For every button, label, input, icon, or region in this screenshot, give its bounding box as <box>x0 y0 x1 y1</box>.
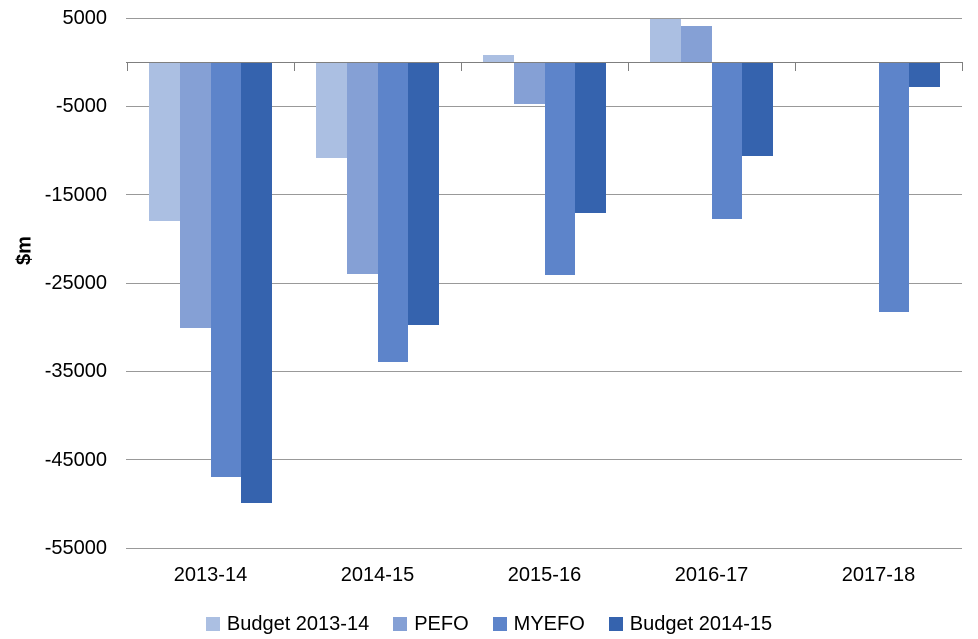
legend-item-pefo: PEFO <box>393 612 469 636</box>
bar-pefo-2013-14 <box>179 62 211 329</box>
category-tick <box>294 62 295 72</box>
legend-item-budget-2014-15: Budget 2014-15 <box>608 612 773 636</box>
gridline <box>126 282 962 284</box>
bar-budget-2013-14-2014-15 <box>316 62 347 159</box>
category-tick <box>628 62 629 72</box>
legend: Budget 2013-14 PEFO MYEFO Budget 2014-15 <box>0 610 978 638</box>
gridline <box>126 459 962 461</box>
bar-budget-2013-14-2013-14 <box>149 62 180 222</box>
legend-label-myefo: MYEFO <box>513 612 585 635</box>
legend-label-budget-2013-14: Budget 2013-14 <box>226 612 370 635</box>
bar-myefo-2014-15 <box>377 62 409 362</box>
x-axis-line <box>126 61 962 63</box>
gridline <box>126 194 962 196</box>
legend-swatch-budget-2013-14 <box>205 617 220 631</box>
y-tick-label: -45000 <box>44 448 107 471</box>
bar-myefo-2017-18 <box>878 62 910 313</box>
category-tick <box>461 62 462 72</box>
y-tick-label: 5000 <box>62 7 108 29</box>
bar-pefo-2014-15 <box>346 62 378 275</box>
legend-item-budget-2013-14: Budget 2013-14 <box>205 612 370 636</box>
bar-pefo-2015-16 <box>513 62 545 104</box>
bar-budget-2014-15-2016-17 <box>742 62 773 156</box>
x-category-label: 2017-18 <box>841 564 916 586</box>
category-tick <box>962 62 963 72</box>
bar-myefo-2013-14 <box>210 62 242 478</box>
x-category-label: 2015-16 <box>507 564 582 586</box>
bar-budget-2014-15-2015-16 <box>575 62 606 214</box>
legend-item-myefo: MYEFO <box>492 612 585 636</box>
legend-swatch-myefo <box>492 617 507 631</box>
category-tick <box>795 62 796 72</box>
y-tick-label: -5000 <box>55 95 107 118</box>
bar-myefo-2016-17 <box>711 62 743 219</box>
legend-swatch-budget-2014-15 <box>608 617 623 631</box>
bar-pefo-2016-17 <box>680 25 712 63</box>
y-tick-label: -25000 <box>44 272 107 294</box>
x-category-label: 2014-15 <box>340 564 415 586</box>
bar-budget-2013-14-2015-16 <box>483 55 514 63</box>
legend-label-pefo: PEFO <box>414 612 469 635</box>
category-tick <box>127 62 128 72</box>
y-tick-label: -35000 <box>44 360 107 383</box>
x-category-label: 2016-17 <box>674 564 749 586</box>
legend-swatch-pefo <box>393 617 408 631</box>
y-tick-label: -15000 <box>44 183 107 206</box>
gridline <box>126 105 962 107</box>
gridline <box>126 370 962 372</box>
y-tick-label: -55000 <box>44 537 107 559</box>
bar-myefo-2015-16 <box>544 62 576 276</box>
legend-label-budget-2014-15: Budget 2014-15 <box>629 612 773 635</box>
x-category-label: 2013-14 <box>173 564 248 586</box>
bar-budget-2014-15-2017-18 <box>909 62 940 87</box>
gridline <box>126 547 962 549</box>
bar-budget-2013-14-2016-17 <box>650 18 681 63</box>
bar-budget-2014-15-2013-14 <box>241 62 272 503</box>
gridline <box>126 17 962 19</box>
bar-budget-2014-15-2014-15 <box>408 62 439 326</box>
